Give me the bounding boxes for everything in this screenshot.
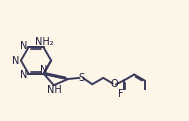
Text: F: F (118, 89, 124, 99)
Text: N: N (20, 41, 28, 51)
Text: N: N (40, 65, 48, 75)
Text: N: N (20, 70, 28, 80)
Text: S: S (78, 73, 84, 83)
Text: NH: NH (47, 85, 62, 95)
Text: O: O (110, 79, 118, 89)
Text: N: N (12, 56, 20, 65)
Text: NH₂: NH₂ (36, 37, 54, 47)
